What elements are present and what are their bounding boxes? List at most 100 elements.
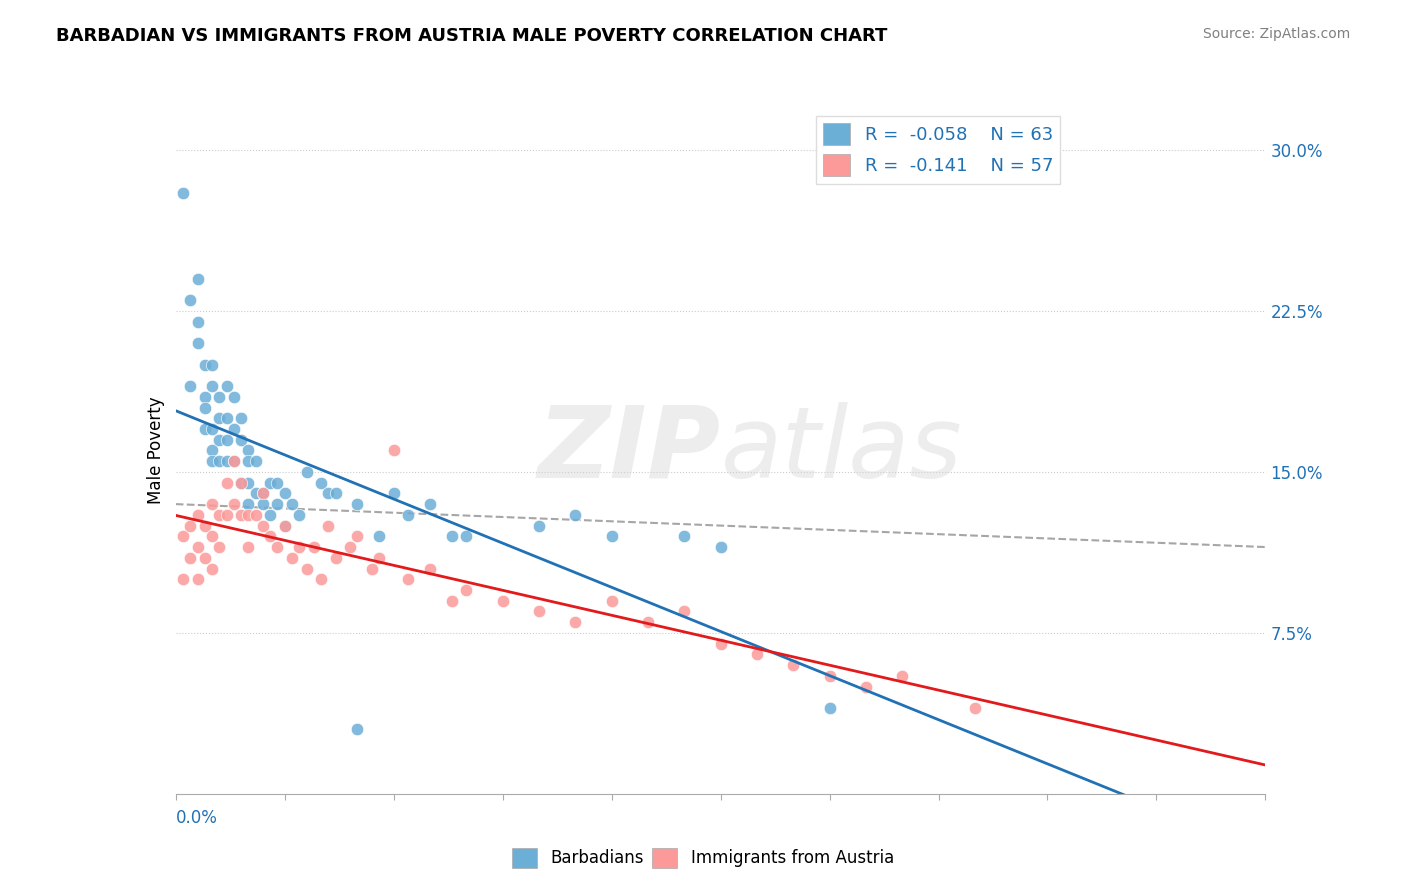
Point — [201, 422, 224, 436]
Point — [673, 529, 696, 543]
Point — [600, 529, 623, 543]
Point — [673, 604, 696, 618]
Point — [281, 550, 304, 565]
Point — [339, 540, 361, 554]
Point — [396, 572, 419, 586]
Point — [238, 540, 260, 554]
Point — [382, 443, 405, 458]
Point — [710, 637, 733, 651]
Point — [346, 723, 368, 737]
Point — [396, 508, 419, 522]
Point — [186, 336, 209, 351]
Point — [891, 669, 914, 683]
Point — [186, 315, 209, 329]
Point — [259, 475, 281, 490]
Point — [194, 390, 217, 404]
Point — [172, 529, 194, 543]
Point — [208, 390, 231, 404]
Point — [782, 658, 804, 673]
Text: 0.0%: 0.0% — [176, 809, 218, 827]
Point — [201, 443, 224, 458]
Point — [318, 486, 340, 500]
Point — [527, 518, 550, 533]
Point — [368, 550, 391, 565]
Point — [208, 411, 231, 425]
Point — [818, 669, 841, 683]
Point — [201, 358, 224, 372]
Point — [245, 508, 267, 522]
Point — [208, 454, 231, 468]
Text: ZIP: ZIP — [537, 402, 721, 499]
Text: BARBADIAN VS IMMIGRANTS FROM AUSTRIA MALE POVERTY CORRELATION CHART: BARBADIAN VS IMMIGRANTS FROM AUSTRIA MAL… — [56, 27, 887, 45]
Point — [201, 379, 224, 393]
Point — [186, 572, 209, 586]
Y-axis label: Male Poverty: Male Poverty — [146, 397, 165, 504]
Point — [309, 572, 332, 586]
Point — [201, 561, 224, 575]
Point — [266, 540, 288, 554]
Point — [194, 422, 217, 436]
Point — [318, 518, 340, 533]
Point — [266, 497, 288, 511]
Point — [222, 390, 245, 404]
Point — [288, 540, 311, 554]
Point — [186, 540, 209, 554]
Point — [194, 401, 217, 415]
Point — [194, 518, 217, 533]
Point — [492, 593, 515, 607]
Point — [600, 593, 623, 607]
Point — [179, 379, 201, 393]
Point — [201, 454, 224, 468]
Point — [419, 561, 441, 575]
Point — [368, 529, 391, 543]
Point — [231, 508, 253, 522]
Point — [231, 433, 253, 447]
Point — [456, 582, 478, 597]
Point — [302, 540, 325, 554]
Point — [215, 508, 238, 522]
Point — [419, 497, 441, 511]
Point — [238, 508, 260, 522]
Legend: R =  -0.058    N = 63, R =  -0.141    N = 57: R = -0.058 N = 63, R = -0.141 N = 57 — [815, 116, 1060, 184]
Text: Source: ZipAtlas.com: Source: ZipAtlas.com — [1202, 27, 1350, 41]
Point — [172, 186, 194, 200]
Point — [382, 486, 405, 500]
Point — [266, 475, 288, 490]
Point — [222, 422, 245, 436]
Point — [360, 561, 382, 575]
Point — [238, 443, 260, 458]
Point — [252, 497, 274, 511]
Point — [215, 475, 238, 490]
Point — [963, 701, 986, 715]
Point — [281, 497, 304, 511]
Point — [222, 454, 245, 468]
Point — [274, 486, 297, 500]
Point — [245, 454, 267, 468]
Point — [440, 593, 463, 607]
Point — [288, 508, 311, 522]
Point — [259, 529, 281, 543]
Point — [325, 550, 347, 565]
Point — [440, 529, 463, 543]
Point — [295, 465, 318, 479]
Point — [456, 529, 478, 543]
Point — [274, 518, 297, 533]
Point — [179, 293, 201, 308]
Point — [201, 529, 224, 543]
Point — [179, 518, 201, 533]
Point — [208, 433, 231, 447]
Point — [238, 454, 260, 468]
Point — [231, 411, 253, 425]
Point — [252, 486, 274, 500]
Point — [222, 497, 245, 511]
Point — [325, 486, 347, 500]
Point — [231, 475, 253, 490]
Point — [186, 271, 209, 285]
Point — [295, 561, 318, 575]
Point — [231, 475, 253, 490]
Text: atlas: atlas — [721, 402, 962, 499]
Point — [215, 454, 238, 468]
Point — [564, 615, 586, 630]
Legend: Barbadians, Immigrants from Austria: Barbadians, Immigrants from Austria — [506, 841, 900, 875]
Point — [309, 475, 332, 490]
